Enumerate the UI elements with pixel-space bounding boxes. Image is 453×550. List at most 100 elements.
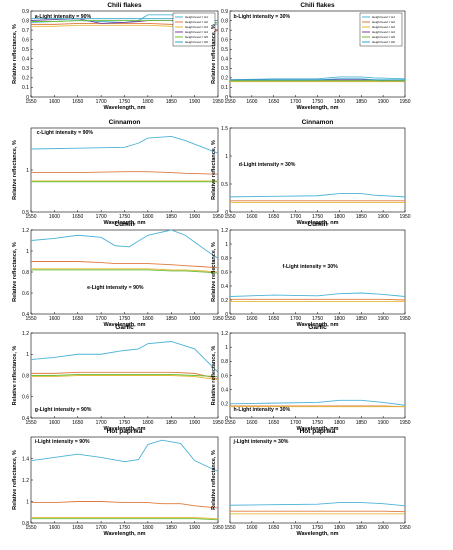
panel-c-x-tick-label: 1850 bbox=[166, 214, 177, 220]
panel-g-series-H3 bbox=[31, 375, 219, 381]
panel-f-y-tick-label: 1 bbox=[225, 242, 228, 248]
panel-a-x-axis-label: Wavelength, nm bbox=[104, 105, 146, 111]
panel-e-x-tick-label: 1850 bbox=[166, 316, 177, 322]
panel-d-x-tick-label: 1900 bbox=[378, 214, 389, 220]
panel-i-plot-frame bbox=[30, 436, 219, 524]
panel-d-title: Cinnamon bbox=[302, 119, 334, 126]
panel-h-x-tick-label: 1850 bbox=[356, 420, 367, 426]
panel-a-y-tick-label: 0.7 bbox=[22, 28, 29, 34]
panel-h-y-tick-label: 1 bbox=[225, 345, 228, 351]
panel-c-x-axis-label: Wavelength, nm bbox=[104, 220, 146, 226]
panel-c-y-axis-label: Relative reflectance, % bbox=[12, 140, 18, 200]
panel-i-y-axis-label: Relative reflectance, % bbox=[12, 450, 18, 510]
panel-a-x-tick-label: 1800 bbox=[142, 99, 153, 105]
panel-c-light-intensity-label: c-Light intensity = 90% bbox=[37, 130, 94, 136]
panel-h: 1550 1600 1650 1700 1750 1800 1850 1900 195000.2… bbox=[211, 324, 411, 432]
panel-b-y-tick-label: 0.3 bbox=[221, 66, 228, 72]
panel-f-light-intensity-label: f-Light intensity = 30% bbox=[283, 264, 339, 270]
panel-c-x-tick-label: 1750 bbox=[119, 214, 130, 220]
panel-a-legend-entry: Height level = H4 bbox=[185, 30, 208, 34]
panel-e-x-tick-label: 1550 bbox=[25, 316, 36, 322]
panel-a-x-tick-label: 1850 bbox=[166, 99, 177, 105]
panel-h-series-H1 bbox=[229, 399, 406, 406]
panel-j-series-H1 bbox=[229, 502, 406, 507]
panel-g-x-axis-label: Wavelength, nm bbox=[104, 426, 146, 432]
panel-c-x-tick-label: 1650 bbox=[72, 214, 83, 220]
panel-i-series-H1 bbox=[30, 439, 219, 472]
panel-h-x-tick-label: 1700 bbox=[290, 420, 301, 426]
panel-e-y-tick-label: 0.4 bbox=[22, 312, 29, 318]
panel-f-y-tick-label: 0.6 bbox=[221, 270, 228, 276]
panel-h-y-axis-label: Relative reflectance, % bbox=[211, 346, 217, 406]
panel-b-y-tick-label: 0.9 bbox=[221, 9, 228, 15]
panel-i-title: Hot paprika bbox=[107, 428, 143, 435]
panel-h-title: Garlic bbox=[308, 324, 327, 331]
panel-a-y-axis-label: Relative reflectance, % bbox=[12, 24, 18, 84]
panel-e-x-tick-label: 1900 bbox=[189, 316, 200, 322]
panel-g-series-H1 bbox=[30, 341, 219, 373]
panel-a-y-tick-label: 0.9 bbox=[22, 9, 29, 15]
panel-b-y-tick-label: 0.4 bbox=[221, 57, 228, 63]
panel-a-y-tick-label: 0.4 bbox=[22, 57, 29, 63]
panel-b-x-tick-label: 1850 bbox=[356, 99, 367, 105]
panel-f-x-axis-label: Wavelength, nm bbox=[297, 322, 339, 328]
panel-b-legend-entry: Height level = H6 bbox=[372, 40, 395, 44]
panel-e-x-tick-label: 1950 bbox=[212, 316, 223, 322]
panel-g-light-intensity-label: g-Light intensity = 90% bbox=[35, 407, 92, 413]
panel-c-x-tick-label: 1950 bbox=[212, 214, 223, 220]
panel-g-y-tick-label: 0.4 bbox=[22, 416, 29, 422]
panel-f-y-tick-label: 0.8 bbox=[221, 256, 228, 262]
panel-h-x-tick-label: 1900 bbox=[378, 420, 389, 426]
panel-b-y-tick-label: 0.2 bbox=[221, 76, 228, 82]
panel-i-light-intensity-label: i-Light intensity = 90% bbox=[35, 439, 90, 445]
panel-h-plot-frame bbox=[229, 332, 406, 419]
panel-i-x-tick-label: 1950 bbox=[212, 525, 223, 531]
panel-g-x-tick-label: 1900 bbox=[189, 420, 200, 426]
panel-b-legend-entry: Height level = H5 bbox=[372, 35, 395, 39]
panel-e-y-tick-label: 0.6 bbox=[22, 291, 29, 297]
panel-e-series-H2 bbox=[31, 261, 219, 269]
panel-d-x-tick-label: 1850 bbox=[356, 214, 367, 220]
panel-a-x-tick-label: 1600 bbox=[49, 99, 60, 105]
panel-b-legend-entry: Height level = H1 bbox=[372, 15, 395, 19]
panel-e-y-tick-label: 1.2 bbox=[22, 228, 29, 234]
panel-j-y-axis-label: Relative reflectance, % bbox=[211, 450, 217, 510]
panel-a: 1550 1600 1650 1700 1750 1800 1850 1900 1950 0 0.1… bbox=[12, 2, 224, 111]
panel-b-x-tick-label: 1900 bbox=[378, 99, 389, 105]
panel-f-x-tick-label: 1600 bbox=[246, 316, 257, 322]
panel-g-y-tick-label: 1 bbox=[26, 352, 29, 358]
panel-c-series-H2 bbox=[31, 171, 219, 175]
panel-f-x-tick-label: 1550 bbox=[224, 316, 235, 322]
panel-c: 1550 1600 1650 1700 1750 1800 1850 1900 1950 0.5 1… bbox=[12, 119, 224, 226]
panel-g-x-tick-label: 1800 bbox=[142, 420, 153, 426]
panel-i-x-tick-label: 1900 bbox=[189, 525, 200, 531]
panel-e-plot-frame bbox=[30, 229, 219, 315]
panel-d-y-tick-label: 1 bbox=[225, 154, 228, 160]
panel-h-y-tick-label: 0.8 bbox=[221, 359, 228, 365]
panel-h-x-tick-label: 1800 bbox=[334, 420, 345, 426]
panel-c-series-H1 bbox=[30, 135, 219, 154]
panel-f-y-tick-label: 0 bbox=[225, 312, 228, 318]
panel-b-y-tick-label: 0.8 bbox=[221, 18, 228, 24]
panel-f: 1550 1600 1650 1700 1750 1800 1850 1900 195000.2… bbox=[211, 221, 411, 328]
panel-d-x-tick-label: 1800 bbox=[334, 214, 345, 220]
panel-d-y-tick-label: 0.5 bbox=[221, 182, 228, 188]
panel-h-x-axis-label: Wavelength, nm bbox=[297, 426, 339, 432]
panel-b-x-tick-label: 1550 bbox=[224, 99, 235, 105]
panel-d-x-tick-label: 1650 bbox=[268, 214, 279, 220]
panel-a-light-intensity-label: a-Light intensity = 90% bbox=[35, 14, 92, 20]
panel-b-x-tick-label: 1750 bbox=[312, 99, 323, 105]
panel-g-x-tick-label: 1850 bbox=[166, 420, 177, 426]
panel-b-series-H1 bbox=[229, 76, 406, 81]
panel-i-y-tick-label: 1 bbox=[26, 499, 29, 505]
panel-c-x-tick-label: 1600 bbox=[49, 214, 60, 220]
panel-i-x-tick-label: 1550 bbox=[25, 525, 36, 531]
panel-d-x-tick-label: 1600 bbox=[246, 214, 257, 220]
panel-b-series-H6 bbox=[230, 78, 405, 81]
panel-d-x-tick-label: 1550 bbox=[224, 214, 235, 220]
panel-i-x-tick-label: 1600 bbox=[49, 525, 60, 531]
panel-d-x-tick-label: 1950 bbox=[399, 214, 410, 220]
panel-i-y-tick-label: 1.4 bbox=[22, 456, 29, 462]
panel-a-y-tick-label: 0.3 bbox=[22, 66, 29, 72]
panel-e-x-tick-label: 1700 bbox=[96, 316, 107, 322]
